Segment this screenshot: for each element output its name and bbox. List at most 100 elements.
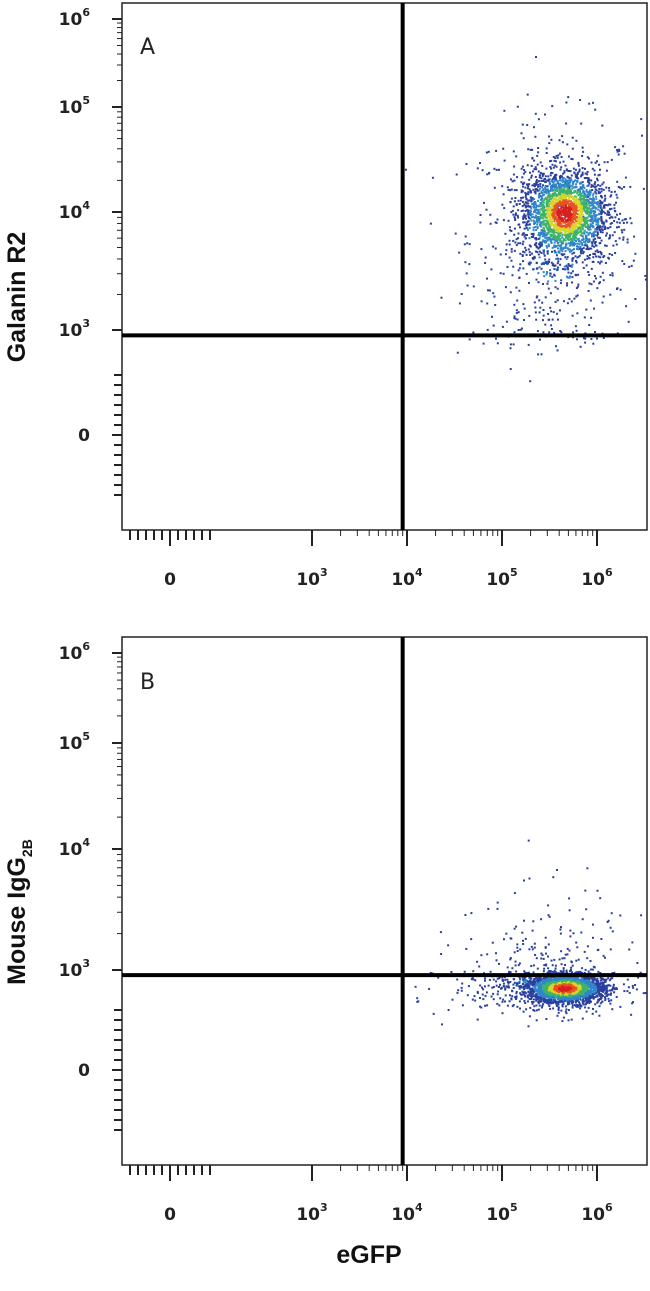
data-point (553, 159, 556, 162)
data-point (560, 185, 563, 187)
data-point (578, 170, 581, 173)
data-point (567, 1019, 570, 1022)
data-point (571, 314, 574, 317)
data-point (560, 253, 563, 256)
data-point (565, 220, 568, 223)
data-point (547, 955, 549, 958)
data-point (542, 189, 545, 191)
data-point (594, 216, 597, 219)
y-tick-label: 105 (59, 94, 90, 118)
data-point (510, 998, 513, 1001)
data-point (613, 971, 616, 974)
data-point (571, 1006, 574, 1009)
y-tick-label: 0 (78, 426, 90, 446)
data-point (543, 275, 546, 278)
data-point (601, 225, 604, 228)
data-point (587, 1006, 590, 1009)
data-point (604, 194, 606, 197)
data-point (534, 188, 537, 191)
data-point (586, 245, 589, 248)
data-point (547, 1002, 550, 1005)
data-point (532, 268, 535, 271)
data-point (553, 971, 556, 974)
data-point (561, 185, 564, 188)
data-point (555, 257, 558, 260)
data-point (572, 186, 575, 189)
data-point (561, 201, 564, 204)
data-point (556, 1014, 559, 1017)
data-point (614, 210, 617, 213)
data-point (571, 136, 574, 139)
data-point (520, 986, 523, 989)
data-point (540, 190, 543, 193)
data-point (513, 892, 516, 895)
data-point (515, 189, 518, 192)
data-point (552, 236, 555, 239)
data-point (556, 186, 558, 189)
data-point (551, 246, 554, 249)
data-point (588, 273, 591, 276)
data-point (528, 314, 531, 317)
data-point (565, 179, 568, 182)
data-point (551, 177, 554, 180)
data-point (558, 958, 561, 961)
data-point (634, 298, 637, 300)
data-point (559, 225, 562, 228)
data-point (542, 211, 545, 214)
data-point (532, 236, 535, 238)
data-point (550, 188, 553, 190)
data-point (530, 977, 533, 980)
data-point (509, 347, 512, 350)
data-point (590, 185, 593, 188)
data-point (590, 283, 593, 286)
data-point (511, 995, 514, 998)
data-point (595, 994, 598, 997)
data-point (461, 982, 464, 985)
data-point (584, 889, 587, 892)
data-point (538, 211, 541, 214)
data-point (440, 953, 443, 955)
data-point (479, 997, 481, 999)
data-point (579, 228, 582, 230)
data-point (596, 231, 599, 234)
data-point (537, 151, 540, 154)
data-point (527, 1025, 530, 1028)
data-point (457, 989, 460, 992)
data-point (556, 198, 559, 201)
data-point (530, 989, 533, 992)
data-point (541, 223, 544, 226)
data-point (563, 180, 566, 183)
data-point (545, 197, 548, 200)
data-point (542, 309, 545, 311)
data-point (532, 188, 535, 191)
data-point (487, 289, 489, 292)
data-point (518, 223, 521, 226)
data-point (554, 160, 557, 163)
data-point (563, 217, 566, 220)
data-point (492, 992, 495, 995)
data-point (594, 181, 597, 184)
data-point (582, 201, 585, 204)
data-point (577, 958, 580, 961)
data-point (533, 983, 536, 986)
x-tick-exponent: 4 (415, 566, 423, 579)
data-point (528, 981, 531, 984)
data-point (498, 986, 500, 988)
data-point (603, 205, 606, 208)
data-point (630, 1013, 633, 1016)
data-point (577, 200, 580, 203)
data-point (555, 203, 558, 206)
data-point (563, 186, 566, 189)
data-point (534, 311, 537, 314)
data-point (467, 985, 470, 988)
data-point (604, 262, 607, 264)
data-point (585, 189, 588, 191)
data-point (551, 238, 554, 241)
data-point (540, 353, 543, 356)
data-point (556, 187, 559, 190)
data-point (589, 247, 592, 250)
data-point (599, 281, 601, 284)
data-point (532, 170, 535, 173)
data-point (552, 156, 555, 158)
data-point (541, 175, 544, 178)
